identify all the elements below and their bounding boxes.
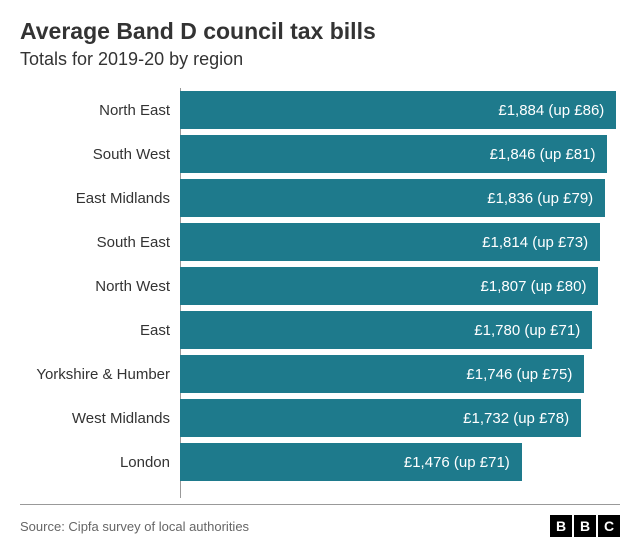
bar: £1,836 (up £79)	[180, 179, 605, 217]
bar-value-label: £1,814 (up £73)	[482, 234, 588, 251]
bar-track: £1,732 (up £78)	[180, 396, 620, 440]
chart-row: East Midlands £1,836 (up £79)	[20, 176, 620, 220]
region-label: West Midlands	[20, 410, 180, 427]
bar-value-label: £1,836 (up £79)	[487, 190, 593, 207]
bar-value-label: £1,846 (up £81)	[490, 146, 596, 163]
chart-row: South East £1,814 (up £73)	[20, 220, 620, 264]
bar-track: £1,836 (up £79)	[180, 176, 620, 220]
bar-track: £1,807 (up £80)	[180, 264, 620, 308]
chart-footer: Source: Cipfa survey of local authoritie…	[20, 515, 620, 537]
chart-row: North East £1,884 (up £86)	[20, 88, 620, 132]
region-label: East Midlands	[20, 190, 180, 207]
chart-subtitle: Totals for 2019-20 by region	[20, 49, 620, 70]
bar: £1,476 (up £71)	[180, 443, 522, 481]
bbc-logo: B B C	[550, 515, 620, 537]
chart-plot-area: North East £1,884 (up £86) South West £1,84…	[20, 88, 620, 498]
bar-value-label: £1,807 (up £80)	[481, 278, 587, 295]
bar: £1,732 (up £78)	[180, 399, 581, 437]
chart-row: Yorkshire & Humber £1,746 (up £75)	[20, 352, 620, 396]
region-label: London	[20, 454, 180, 471]
region-label: South West	[20, 146, 180, 163]
bar-track: £1,780 (up £71)	[180, 308, 620, 352]
bar-track: £1,746 (up £75)	[180, 352, 620, 396]
chart-row: North West £1,807 (up £80)	[20, 264, 620, 308]
region-label: North East	[20, 102, 180, 119]
region-label: East	[20, 322, 180, 339]
bar: £1,884 (up £86)	[180, 91, 616, 129]
chart-row: West Midlands £1,732 (up £78)	[20, 396, 620, 440]
bar: £1,846 (up £81)	[180, 135, 607, 173]
bar: £1,746 (up £75)	[180, 355, 584, 393]
bar-track: £1,884 (up £86)	[180, 88, 620, 132]
bar-track: £1,476 (up £71)	[180, 440, 620, 484]
bbc-logo-letter: B	[574, 515, 596, 537]
bar: £1,780 (up £71)	[180, 311, 592, 349]
bar: £1,807 (up £80)	[180, 267, 598, 305]
bar-value-label: £1,746 (up £75)	[466, 366, 572, 383]
bbc-logo-letter: C	[598, 515, 620, 537]
region-label: South East	[20, 234, 180, 251]
region-label: Yorkshire & Humber	[20, 366, 180, 383]
bar-track: £1,814 (up £73)	[180, 220, 620, 264]
bar-value-label: £1,780 (up £71)	[474, 322, 580, 339]
bar-value-label: £1,732 (up £78)	[463, 410, 569, 427]
chart-row: South West £1,846 (up £81)	[20, 132, 620, 176]
chart-row: East £1,780 (up £71)	[20, 308, 620, 352]
bar-value-label: £1,884 (up £86)	[498, 102, 604, 119]
chart-title: Average Band D council tax bills	[20, 18, 620, 45]
chart-container: Average Band D council tax bills Totals …	[0, 0, 640, 549]
footer-divider	[20, 504, 620, 505]
bbc-logo-letter: B	[550, 515, 572, 537]
bar-value-label: £1,476 (up £71)	[404, 454, 510, 471]
source-text: Source: Cipfa survey of local authoritie…	[20, 519, 249, 534]
bar: £1,814 (up £73)	[180, 223, 600, 261]
bar-track: £1,846 (up £81)	[180, 132, 620, 176]
region-label: North West	[20, 278, 180, 295]
chart-row: London £1,476 (up £71)	[20, 440, 620, 484]
